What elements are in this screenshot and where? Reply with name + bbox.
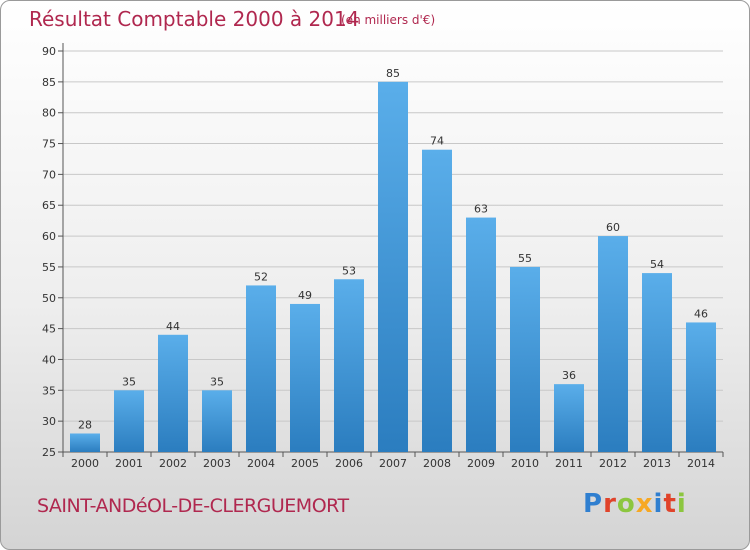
logo-letter: P [583,489,604,519]
town-name: SAINT-ANDéOL-DE-CLERGUEMORT [37,495,349,517]
x-tick-label: 2012 [599,457,627,470]
proxiti-logo: Proxiti [583,489,687,519]
x-tick-label: 2004 [247,457,275,470]
logo-letter: i [676,489,687,519]
bar-value-label: 55 [518,252,532,265]
bar-value-label: 60 [606,221,620,234]
bar-value-label: 49 [298,289,312,302]
logo-letter: i [653,489,664,519]
bar [114,390,144,452]
x-tick-label: 2014 [687,457,715,470]
logo-letter: t [663,489,677,519]
y-tick-label: 85 [42,76,56,89]
bar [378,81,408,452]
bar [202,390,232,452]
y-tick-label: 80 [42,107,56,120]
y-tick-label: 65 [42,199,56,212]
y-tick-label: 50 [42,292,56,305]
bar-value-label: 52 [254,270,268,283]
y-tick-label: 25 [42,446,56,459]
x-tick-label: 2003 [203,457,231,470]
logo-letter: r [603,489,617,519]
logo-letter: o [616,489,636,519]
bar-value-label: 28 [78,418,92,431]
bar [686,322,716,452]
bar [290,303,320,452]
bar [334,279,364,452]
x-tick-label: 2008 [423,457,451,470]
bar-value-label: 85 [386,67,400,80]
bar [70,433,100,452]
bar [554,384,584,452]
bar-value-label: 44 [166,320,180,333]
x-tick-label: 2009 [467,457,495,470]
x-tick-label: 2006 [335,457,363,470]
y-tick-label: 75 [42,138,56,151]
bar-value-label: 63 [474,203,488,216]
bar-value-label: 36 [562,369,576,382]
x-tick-label: 2007 [379,457,407,470]
bar-value-label: 54 [650,258,664,271]
x-tick-label: 2011 [555,457,583,470]
bar-value-label: 74 [430,135,444,148]
bar-value-label: 53 [342,264,356,277]
x-tick-label: 2000 [71,457,99,470]
bar-value-label: 35 [122,375,136,388]
x-tick-label: 2002 [159,457,187,470]
bar [598,236,628,452]
y-tick-label: 70 [42,168,56,181]
logo-letter: x [635,489,654,519]
y-tick-label: 40 [42,353,56,366]
y-tick-label: 30 [42,415,56,428]
y-tick-label: 90 [42,45,56,58]
x-tick-label: 2001 [115,457,143,470]
y-tick-label: 35 [42,384,56,397]
y-tick-label: 45 [42,323,56,336]
bar [158,334,188,452]
bar [510,266,540,452]
chart-unit: (en milliers d'€) [341,13,436,27]
bar [466,217,496,452]
bar-value-label: 35 [210,375,224,388]
bar-value-label: 46 [694,307,708,320]
y-tick-label: 55 [42,261,56,274]
x-tick-label: 2013 [643,457,671,470]
x-tick-label: 2005 [291,457,319,470]
y-tick-label: 60 [42,230,56,243]
bar [642,273,672,452]
bar [246,285,276,452]
chart-title: Résultat Comptable 2000 à 2014 [29,7,360,31]
x-tick-label: 2010 [511,457,539,470]
bar [422,149,452,452]
